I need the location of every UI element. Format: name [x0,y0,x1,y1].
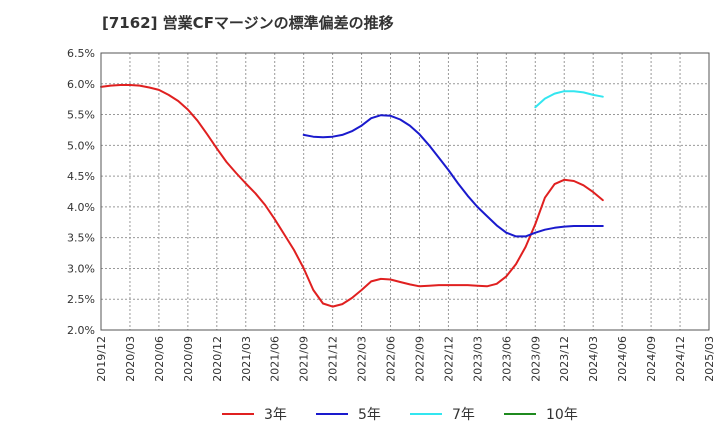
x-tick-label: 2024/09 [645,336,658,382]
x-tick-label: 2024/03 [587,336,600,382]
x-tick-label: 2024/06 [616,336,629,382]
x-tick-label: 2021/12 [327,336,340,382]
x-tick-label: 2023/03 [471,336,484,382]
x-tick-label: 2020/09 [182,336,195,382]
plot-frame [100,52,710,331]
x-tick-label: 2021/03 [240,336,253,382]
y-tick-label: 5.5% [67,109,95,122]
y-tick-label: 5.0% [67,139,95,152]
x-tick-label: 2024/12 [674,336,687,382]
x-tick-label: 2022/09 [413,336,426,382]
x-tick-label: 2020/06 [153,336,166,382]
legend-label: 5年 [358,407,381,423]
y-tick-label: 6.0% [67,78,95,91]
series-line-7年 [534,90,604,109]
y-tick-label: 4.0% [67,201,95,214]
x-tick-label: 2025/03 [703,336,716,382]
x-tick-label: 2023/06 [500,336,513,382]
y-tick-label: 3.0% [67,262,95,275]
x-tick-label: 2022/06 [385,336,398,382]
x-tick-label: 2021/09 [298,336,311,382]
y-tick-label: 2.0% [67,324,95,337]
chart-title: [7162] 営業CFマージンの標準偏差の推移 [102,14,394,32]
x-tick-label: 2019/12 [95,336,108,382]
series-line-3年 [100,84,604,308]
x-tick-label: 2023/09 [529,336,542,382]
x-tick-label: 2023/12 [558,336,571,382]
x-tick-label: 2022/03 [356,336,369,382]
legend-label: 7年 [452,407,475,423]
series-line-5年 [302,114,604,238]
legend-label: 3年 [264,407,287,423]
y-tick-label: 6.5% [67,47,95,60]
y-tick-label: 3.5% [67,232,95,245]
y-tick-label: 2.5% [67,293,95,306]
y-tick-label: 4.5% [67,170,95,183]
x-tick-label: 2020/12 [211,336,224,382]
legend-label: 10年 [546,407,578,423]
x-tick-label: 2021/06 [269,336,282,382]
x-tick-label: 2022/12 [442,336,455,382]
x-tick-label: 2020/03 [124,336,137,382]
